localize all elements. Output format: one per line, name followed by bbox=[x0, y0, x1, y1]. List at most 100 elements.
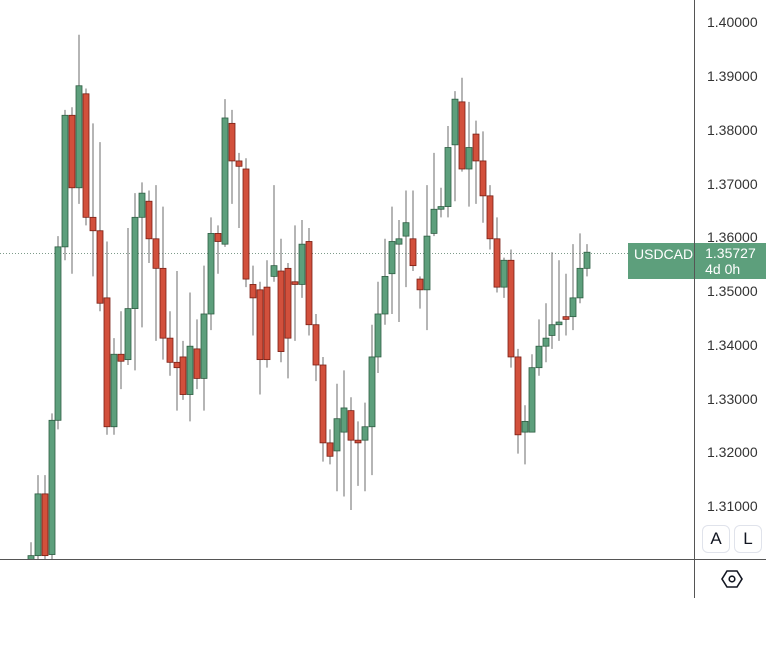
candle-up bbox=[138, 182, 146, 328]
candle-up bbox=[333, 383, 341, 492]
candle-up bbox=[381, 238, 389, 325]
candlestick-chart bbox=[0, 34, 694, 572]
candle-down bbox=[284, 262, 292, 379]
candle-down bbox=[96, 142, 104, 312]
candle-up bbox=[221, 99, 229, 247]
candle-down bbox=[312, 313, 320, 382]
candle-down bbox=[291, 225, 299, 341]
price-tick: 1.39000 bbox=[707, 68, 758, 84]
candle-down bbox=[41, 475, 49, 561]
price-tick: 1.36000 bbox=[707, 229, 758, 245]
candle-down bbox=[173, 271, 181, 411]
candle-up bbox=[124, 228, 132, 365]
price-tick: 1.35000 bbox=[707, 283, 758, 299]
candle-up bbox=[451, 91, 459, 202]
price-tick: 1.33000 bbox=[707, 391, 758, 407]
candle-down bbox=[117, 311, 125, 390]
chart-plot-area[interactable] bbox=[0, 0, 694, 572]
candle-down bbox=[159, 206, 167, 360]
auto-scale-button[interactable]: A bbox=[702, 525, 730, 553]
price-axis[interactable]: 1.40000 1.39000 1.38000 1.37000 1.36000 … bbox=[694, 0, 766, 598]
candle-down bbox=[472, 120, 480, 204]
candle-up bbox=[555, 260, 563, 341]
candle-down bbox=[409, 190, 417, 272]
candle-down bbox=[354, 421, 362, 486]
candle-down bbox=[458, 77, 466, 172]
candle-up bbox=[437, 187, 445, 218]
candle-up bbox=[34, 475, 42, 561]
candle-down bbox=[82, 88, 90, 226]
candle-up bbox=[54, 236, 62, 430]
last-price-tag: USDCAD 1.35727 4d 0h bbox=[628, 243, 766, 279]
price-tick: 1.38000 bbox=[707, 122, 758, 138]
last-price-value: 1.35727 bbox=[705, 245, 756, 261]
price-tick: 1.40000 bbox=[707, 14, 758, 30]
candle-down bbox=[479, 131, 487, 223]
time-tick: Sep bbox=[0, 608, 347, 624]
price-tick: 1.32000 bbox=[707, 444, 758, 460]
candle-up bbox=[131, 193, 139, 371]
candle-up bbox=[368, 324, 376, 476]
candle-up bbox=[374, 281, 382, 374]
candle-down bbox=[256, 281, 264, 395]
candle-down bbox=[416, 276, 424, 309]
candle-down bbox=[235, 152, 243, 229]
time-axis[interactable]: Sep 2023 May Sep 2024 May bbox=[0, 559, 694, 599]
candle-down bbox=[263, 260, 271, 368]
symbol-label: USDCAD bbox=[634, 246, 694, 262]
candle-up bbox=[583, 244, 591, 277]
candle-up bbox=[340, 370, 348, 497]
candle-up bbox=[430, 152, 438, 237]
candle-down bbox=[514, 348, 522, 454]
candle-up bbox=[110, 338, 118, 435]
candle-down bbox=[242, 158, 250, 288]
candle-up bbox=[576, 233, 584, 304]
candle-up bbox=[388, 206, 396, 314]
candle-down bbox=[103, 241, 111, 435]
candle-down bbox=[152, 185, 160, 341]
candle-up bbox=[402, 190, 410, 288]
candle-down bbox=[193, 319, 201, 390]
candle-up bbox=[27, 542, 35, 572]
candle-up bbox=[75, 34, 83, 204]
price-tick: 1.31000 bbox=[707, 498, 758, 514]
candle-up bbox=[535, 319, 543, 376]
log-scale-button[interactable]: L bbox=[734, 525, 762, 553]
candle-up bbox=[465, 101, 473, 207]
candle-up bbox=[548, 252, 556, 349]
candle-up bbox=[270, 185, 278, 282]
candle-up bbox=[298, 220, 306, 298]
candle-down bbox=[89, 123, 97, 277]
candle-up bbox=[200, 265, 208, 411]
candle-up bbox=[542, 303, 550, 363]
candle-down bbox=[326, 429, 334, 465]
candle-up bbox=[361, 402, 369, 492]
candle-up bbox=[186, 292, 194, 422]
candle-down bbox=[179, 340, 187, 400]
candle-down bbox=[562, 273, 570, 336]
candle-up bbox=[395, 220, 403, 323]
time-tick: May bbox=[0, 640, 347, 656]
candle-down bbox=[68, 107, 76, 274]
candle-up bbox=[500, 257, 508, 298]
candle-down bbox=[277, 238, 285, 363]
time-tick: 2023 bbox=[0, 576, 347, 592]
candle-down bbox=[249, 265, 257, 336]
candle-up bbox=[444, 126, 452, 218]
candle-up bbox=[423, 185, 431, 331]
price-tick: 1.34000 bbox=[707, 337, 758, 353]
candle-down bbox=[166, 311, 174, 376]
candle-down bbox=[305, 228, 313, 336]
candle-up bbox=[569, 244, 577, 331]
candle-down bbox=[347, 397, 355, 510]
candle-down bbox=[145, 190, 153, 263]
candle-down bbox=[507, 249, 515, 368]
settings-hexagon-icon[interactable] bbox=[721, 568, 743, 590]
candle-down bbox=[319, 356, 327, 462]
time-tick: May bbox=[0, 592, 347, 608]
candle-down bbox=[486, 185, 494, 250]
time-tick: 2024 bbox=[0, 624, 347, 640]
candle-down bbox=[228, 109, 236, 204]
candle-up bbox=[521, 405, 529, 465]
time-tick: Sep bbox=[0, 560, 347, 576]
